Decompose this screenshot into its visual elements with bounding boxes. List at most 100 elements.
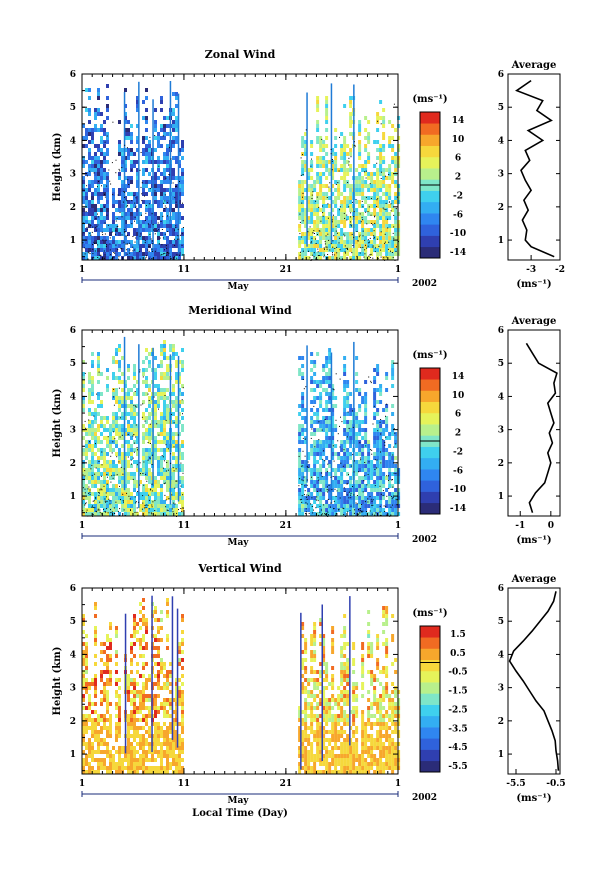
heatmap-cell [136,436,139,440]
contour-dot [113,388,115,390]
contour-dot [130,459,132,461]
heatmap-cell [133,718,136,722]
heatmap-cell [370,464,374,468]
contour-dot [386,475,388,477]
heatmap-cell [112,448,115,452]
heatmap-cell [343,252,347,256]
heatmap-cell [181,244,184,248]
heatmap-cell [130,718,133,722]
contour-dot [333,389,335,391]
heatmap-cell [391,508,395,512]
contour-dot [99,511,101,513]
contour-dot [310,165,312,167]
heatmap-cell [85,682,88,686]
heatmap-cell [304,164,308,168]
contour-dot [125,243,127,245]
heatmap-cell [355,504,359,508]
contour-dot [172,467,174,469]
contour-dot [340,416,341,418]
heatmap-cell [334,204,338,208]
contour-dot [168,147,170,149]
heatmap-cell [394,180,398,184]
contour-dot [327,491,329,493]
y-axis-label: Height (km) [52,133,63,202]
contour-dot [321,429,323,431]
heatmap-cell [385,388,389,392]
contour-dot [154,500,156,502]
heatmap-cell [391,200,395,204]
heatmap-cell [115,400,118,404]
heatmap-cell [322,148,326,152]
heatmap-cell [115,734,118,738]
heatmap-cell [373,212,377,216]
contour-dot [152,501,154,503]
heatmap-cell [373,508,377,512]
heatmap-cell [328,396,332,400]
contour-dot [312,512,314,514]
contour-dot [180,462,182,464]
heatmap-cell [382,224,386,228]
heatmap-cell [163,476,166,480]
heatmap-cell [379,400,383,404]
contour-dot [384,444,386,446]
heatmap-cell [82,176,85,180]
heatmap-cell [166,444,169,448]
heatmap-cell [118,496,121,500]
contour-dot [89,441,90,443]
heatmap-cell [391,208,395,212]
heatmap-cell [328,464,332,468]
contour-dot [147,393,149,395]
heatmap-cell [106,172,109,176]
heatmap-cell [115,682,118,686]
contour-dot [341,258,343,260]
contour-dot [350,224,352,226]
contour-dot [97,216,99,218]
heatmap-cell [301,396,305,400]
contour-dot [379,514,381,516]
heatmap-cell [148,412,151,416]
contour-dot [144,505,146,506]
contour-dot [374,468,376,470]
contour-dot [379,421,381,423]
contour-dot [149,136,151,138]
y-axis-label: Height (km) [52,389,63,458]
heatmap-cell [157,236,160,240]
contour-dot [359,252,361,254]
contour-dot [127,234,128,236]
contour-dot [174,238,175,240]
heatmap-cell [133,384,136,388]
heatmap-cell [97,144,100,148]
heatmap-cell [160,496,163,500]
contour-dot [361,510,362,512]
contour-dot [103,257,105,259]
contour-dot [346,219,348,221]
heatmap-cell [316,220,320,224]
heatmap-cell [133,160,136,164]
heatmap-cell [118,686,121,690]
heatmap-cell [301,460,305,464]
contour-dot [332,445,334,447]
heatmap-cell [109,448,112,452]
heatmap-cell [172,352,175,356]
heatmap-cell [310,400,314,404]
heatmap-cell [82,674,85,678]
heatmap-cell [103,472,106,476]
contour-dot [169,174,171,176]
contour-dot [384,441,386,443]
heatmap-cell [316,256,320,260]
heatmap-streak [169,354,172,505]
heatmap-cell [346,396,350,400]
heatmap-cell [175,416,178,420]
contour-dot [158,229,160,231]
heatmap-cell [100,192,103,196]
heatmap-cell [169,232,172,236]
contour-dot [144,240,146,242]
heatmap-cell [346,236,350,240]
heatmap-cell [325,508,329,512]
heatmap-cell [382,496,386,500]
heatmap-cell [106,248,109,252]
heatmap-cell [160,204,163,208]
contour-dot [144,220,146,221]
contour-dot [140,473,141,475]
